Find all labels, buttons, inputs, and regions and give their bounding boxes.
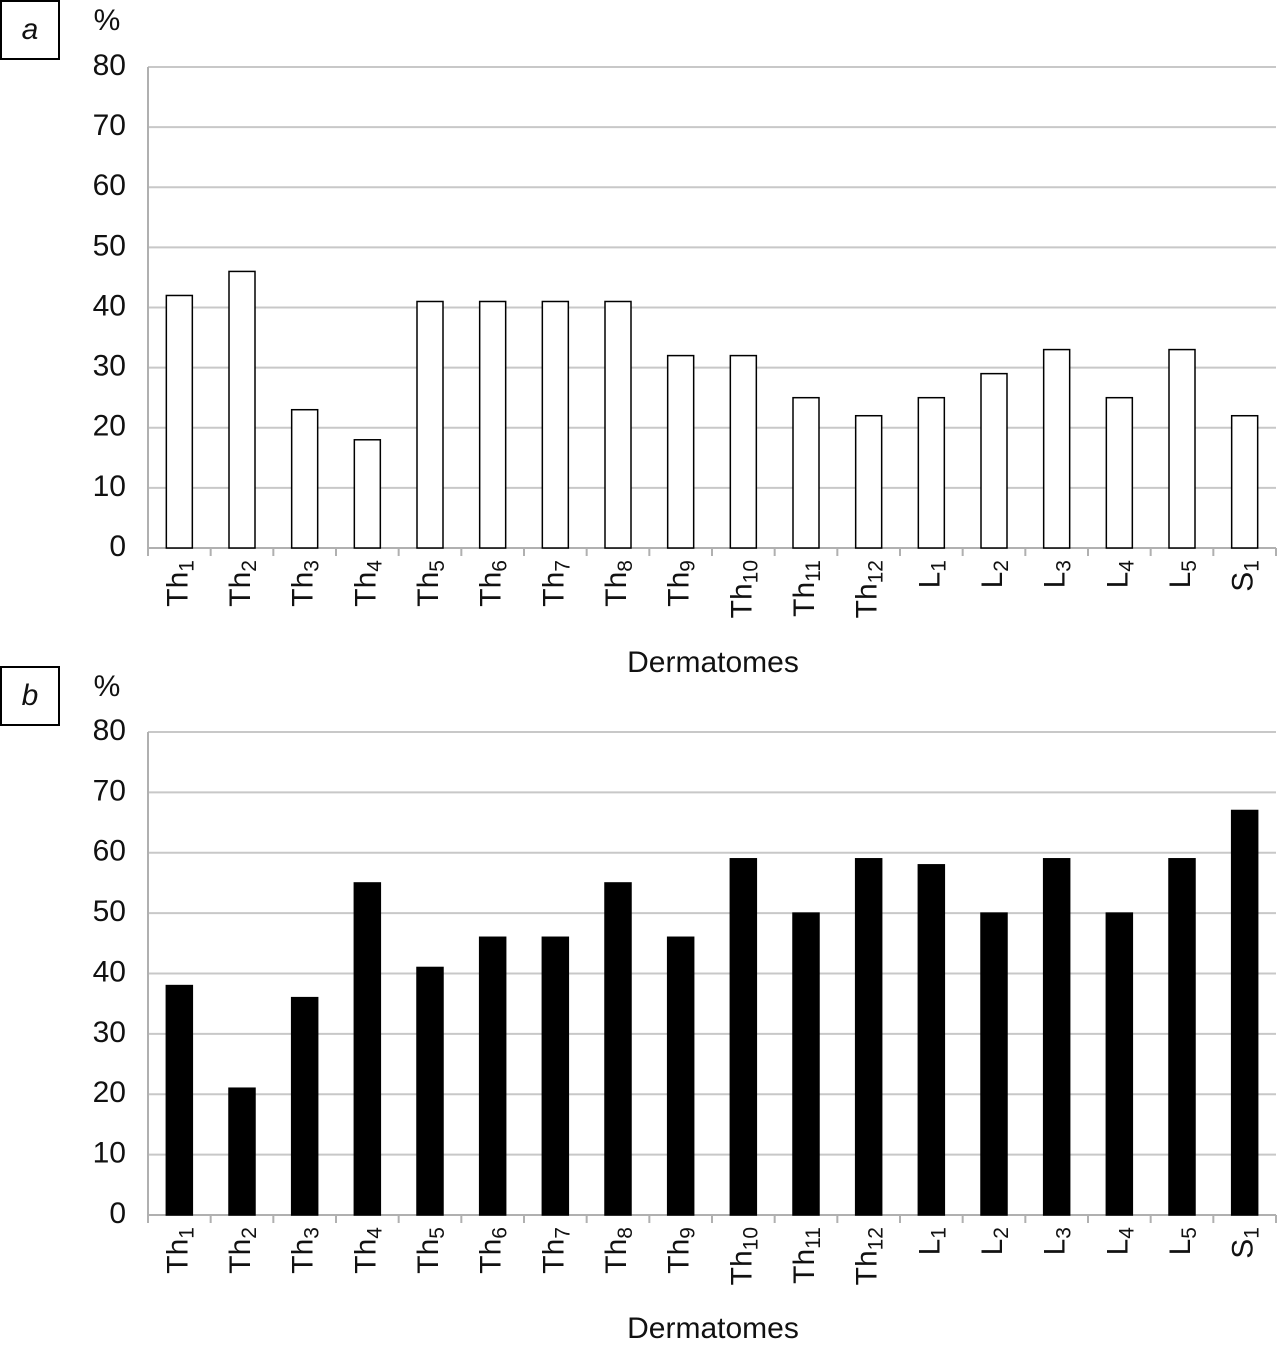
x-tick-label: Th6	[475, 560, 512, 607]
x-tick-label: Th5	[412, 560, 449, 607]
bar	[228, 1087, 256, 1216]
x-tick-label: S1	[1227, 560, 1264, 592]
x-tick-label: L4	[1101, 1227, 1138, 1256]
y-tick-label: 10	[93, 1137, 126, 1170]
x-tick-label: L2	[976, 1227, 1013, 1255]
bar	[1168, 348, 1196, 549]
x-tick-label: Th6	[475, 1227, 512, 1274]
x-tick-label: Th12	[851, 560, 888, 618]
bar	[478, 936, 507, 1216]
x-tick-label: Th1	[161, 560, 198, 607]
x-tick-label: Th2	[224, 1227, 261, 1274]
y-tick-label: 80	[93, 49, 126, 82]
y-tick-label: 10	[93, 470, 126, 503]
panel-label: a	[22, 13, 39, 46]
bar	[917, 864, 946, 1216]
y-tick-label: 70	[93, 774, 126, 807]
bar	[353, 439, 382, 549]
bar	[541, 300, 570, 549]
x-axis-label: Dermatomes	[627, 1312, 799, 1345]
bar	[666, 936, 695, 1216]
y-tick-label: 60	[93, 169, 126, 202]
y-tick-label: 80	[93, 714, 126, 747]
x-tick-label: L1	[913, 560, 950, 588]
x-tick-label: Th9	[663, 560, 700, 607]
bar	[541, 936, 570, 1216]
bar	[1105, 396, 1134, 549]
x-tick-label: Th3	[287, 1227, 324, 1274]
bar	[165, 984, 194, 1216]
bar	[416, 300, 444, 549]
y-tick-label: 50	[93, 229, 126, 262]
x-tick-label: L3	[1039, 1227, 1076, 1255]
bar	[290, 996, 319, 1216]
y-tick-label: 20	[93, 1076, 126, 1109]
bar	[980, 372, 1008, 549]
x-tick-label: Th8	[600, 560, 637, 607]
x-tick-label: L1	[913, 1227, 950, 1255]
x-tick-label: Th10	[725, 1227, 762, 1285]
bar	[1105, 912, 1134, 1216]
panel-label: b	[22, 679, 39, 712]
x-tick-label: Th1	[161, 1227, 198, 1274]
y-axis-label: %	[94, 4, 121, 37]
bar	[854, 858, 883, 1216]
x-tick-label: Th8	[600, 1227, 637, 1274]
x-tick-label: Th11	[788, 560, 825, 617]
x-tick-label: Th7	[537, 560, 574, 607]
panel-label-box	[0, 666, 60, 726]
y-tick-label: 40	[93, 289, 126, 322]
bar	[980, 912, 1008, 1216]
bar	[165, 294, 194, 549]
bar	[1230, 414, 1259, 549]
y-axis-label: %	[94, 670, 121, 703]
x-axis-label: Dermatomes	[627, 646, 799, 679]
bar	[416, 966, 444, 1216]
bar	[1042, 858, 1071, 1216]
x-tick-label: L3	[1039, 560, 1076, 588]
bar	[1168, 858, 1196, 1216]
x-tick-label: Th5	[412, 1227, 449, 1274]
x-tick-label: L5	[1164, 1227, 1201, 1255]
x-tick-label: L5	[1164, 560, 1201, 588]
bar	[854, 414, 883, 549]
x-tick-label: Th4	[349, 560, 386, 607]
y-tick-label: 0	[109, 1197, 126, 1230]
y-tick-label: 70	[93, 109, 126, 142]
x-tick-label: Th3	[287, 560, 324, 607]
y-tick-label: 30	[93, 1016, 126, 1049]
panel-label-box	[0, 0, 60, 60]
x-tick-label: L2	[976, 560, 1013, 588]
bar	[666, 354, 695, 549]
x-tick-label: Th7	[537, 1227, 574, 1274]
bar	[1042, 348, 1071, 549]
y-tick-label: 60	[93, 835, 126, 868]
bar	[604, 300, 632, 549]
bar	[792, 912, 820, 1216]
y-tick-label: 50	[93, 895, 126, 928]
x-tick-label: Th12	[851, 1227, 888, 1285]
bar	[604, 882, 632, 1216]
bar	[729, 858, 758, 1216]
bar	[729, 354, 758, 549]
bar	[353, 882, 382, 1216]
x-tick-label: L4	[1101, 560, 1138, 589]
x-tick-label: Th11	[788, 1227, 825, 1284]
x-tick-label: Th2	[224, 560, 261, 607]
x-tick-label: Th4	[349, 1227, 386, 1274]
x-tick-label: S1	[1227, 1227, 1264, 1259]
x-tick-label: Th10	[725, 560, 762, 618]
bar	[917, 396, 946, 549]
y-tick-label: 30	[93, 350, 126, 383]
bar	[792, 396, 820, 549]
bar	[228, 270, 256, 549]
bar	[478, 300, 507, 549]
x-tick-label: Th9	[663, 1227, 700, 1274]
y-tick-label: 20	[93, 410, 126, 443]
bar	[290, 408, 319, 549]
y-tick-label: 40	[93, 955, 126, 988]
bar	[1230, 809, 1259, 1216]
y-tick-label: 0	[109, 530, 126, 563]
